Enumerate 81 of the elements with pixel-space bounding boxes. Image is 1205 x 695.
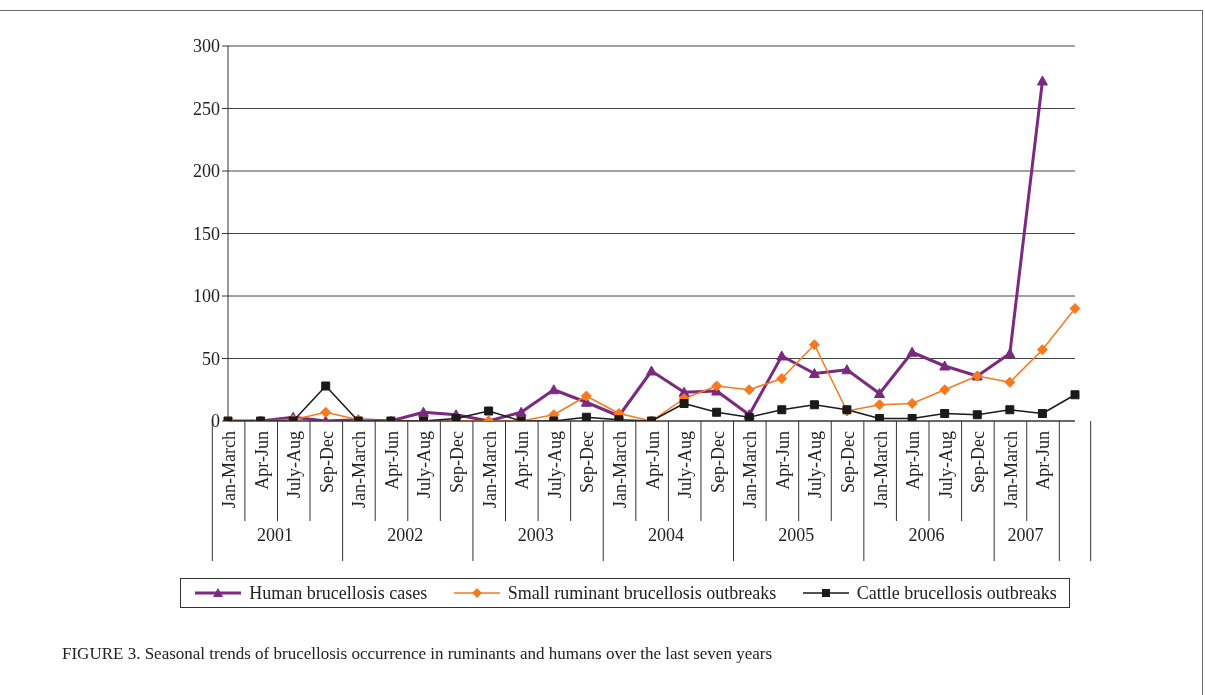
y-tick-label: 50	[202, 348, 220, 369]
x-tick-label: Sep-Dec	[968, 431, 989, 493]
point	[484, 406, 494, 416]
point	[777, 405, 787, 415]
x-tick-label: Sep-Dec	[577, 431, 598, 493]
point	[417, 406, 429, 417]
point	[1070, 390, 1080, 400]
point	[808, 339, 820, 351]
x-tick-label: Apr-Jun	[903, 431, 924, 490]
x-tick-label: July-Aug	[805, 431, 826, 498]
y-tick-label: 250	[193, 98, 220, 119]
point	[646, 365, 657, 376]
x-tick-label: July-Aug	[675, 431, 696, 498]
x-tick-label: Jan-March	[1000, 431, 1021, 508]
x-tick-label: Apr-Jun	[512, 431, 533, 490]
point	[939, 384, 951, 396]
point	[776, 373, 788, 384]
point	[841, 364, 853, 375]
point	[972, 410, 982, 420]
x-tick-label: Apr-Jun	[642, 431, 663, 490]
y-tick-label: 0	[211, 411, 220, 432]
y-tick-label: 200	[193, 161, 220, 182]
point	[743, 384, 755, 396]
x-tick-label: July-Aug	[935, 431, 956, 498]
x-tick-label: Apr-Jun	[772, 431, 793, 490]
x-tick-label: Sep-Dec	[447, 431, 468, 493]
x-tick-label: Jan-March	[870, 431, 891, 508]
point	[874, 388, 886, 398]
text: 2002	[387, 525, 424, 545]
x-tick-label: Jan-March	[479, 431, 500, 508]
legend-label: Small ruminant brucellosis outbreaks	[507, 582, 777, 604]
point	[1004, 376, 1016, 388]
point	[776, 350, 788, 361]
point	[907, 414, 917, 421]
x-tick-label: Jan-March	[349, 431, 370, 508]
point	[320, 406, 332, 418]
point	[581, 412, 591, 421]
point	[321, 381, 331, 391]
x-tick-label: Jan-March	[219, 431, 239, 508]
point	[1036, 344, 1048, 356]
point	[809, 400, 819, 410]
text: 2005	[778, 525, 815, 545]
text: 2006	[908, 525, 945, 545]
point	[679, 399, 689, 408]
y-tick-label: 150	[193, 223, 220, 244]
point	[906, 398, 918, 409]
x-tick-label: Sep-Dec	[316, 431, 337, 493]
x-tick-label: Apr-Jun	[1033, 431, 1054, 490]
x-tick-label: Jan-March	[609, 431, 630, 508]
x-tick-label: Jan-March	[740, 431, 761, 508]
point	[548, 384, 560, 395]
x-tick-label: July-Aug	[284, 431, 305, 498]
y-tick-label: 300	[193, 36, 220, 57]
point	[711, 380, 723, 392]
point	[906, 346, 918, 357]
x-tick-label: Sep-Dec	[707, 431, 728, 493]
point	[875, 414, 885, 421]
point	[580, 390, 592, 402]
x-tick-label: Sep-Dec	[837, 431, 858, 493]
point	[515, 406, 527, 417]
point	[1005, 405, 1015, 415]
point	[939, 360, 951, 371]
text: 2007	[1007, 525, 1044, 545]
x-tick-label: Apr-Jun	[251, 431, 272, 490]
x-tick-label: July-Aug	[544, 431, 565, 498]
x-tick-label: Apr-Jun	[381, 431, 402, 490]
point	[940, 409, 950, 418]
point	[712, 407, 722, 417]
caption: FIGURE 3. Seasonal trends of brucellosis occurrence in ruminants and humans over the last seven years	[62, 644, 773, 664]
x-tick-label: July-Aug	[414, 431, 435, 498]
point	[808, 368, 820, 378]
text: 2001	[257, 525, 294, 545]
text: 2003	[517, 525, 554, 545]
point	[1036, 75, 1048, 86]
legend-label: Cattle brucellosis outbreaks	[856, 582, 1057, 604]
text: 2004	[647, 525, 684, 545]
point	[874, 399, 886, 411]
legend-label: Human brucellosis cases	[249, 582, 428, 604]
y-tick-label: 100	[193, 286, 220, 307]
point	[1069, 303, 1081, 314]
point	[1037, 409, 1047, 418]
